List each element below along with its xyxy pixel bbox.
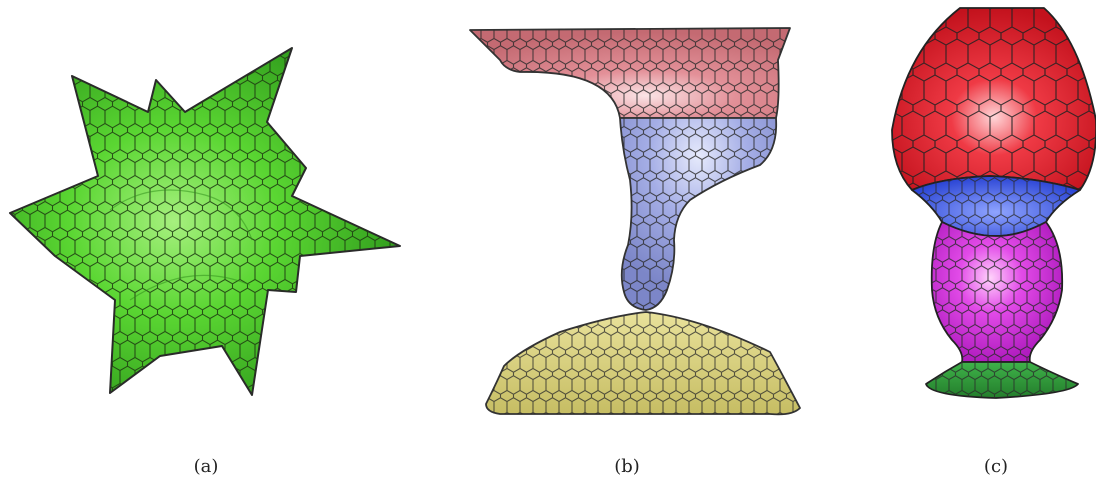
panel-c-vase-mesh xyxy=(891,7,1096,399)
caption-b: (b) xyxy=(614,456,640,477)
panel-b-pillar-mesh xyxy=(469,27,801,416)
panel-a-star-mesh xyxy=(9,47,401,396)
caption-a: (a) xyxy=(193,456,219,477)
caption-c: (c) xyxy=(983,456,1009,477)
